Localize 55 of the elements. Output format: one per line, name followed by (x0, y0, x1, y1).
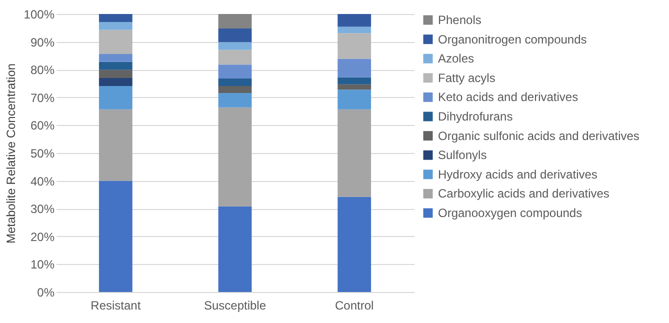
y-tick-label: 60% (30, 118, 55, 133)
y-tick-label: 90% (30, 35, 55, 50)
bar (98, 86, 132, 110)
y-tick-label: 50% (30, 146, 55, 160)
bar (218, 64, 252, 78)
bar (218, 206, 252, 292)
bar (218, 78, 252, 86)
legend-label: Carboxylic acids and derivatives (438, 186, 610, 201)
y-axis-title: Metabolite Relative Concentration (4, 63, 18, 244)
bar (218, 42, 252, 50)
bar (98, 30, 132, 54)
x-tick-label: Control (334, 298, 374, 312)
bar (98, 62, 132, 70)
y-tick-label: 40% (30, 174, 55, 188)
bar (218, 50, 252, 65)
y-tick-label: 20% (30, 230, 55, 244)
bar (218, 107, 252, 206)
bar (338, 109, 372, 197)
legend-label: Sulfonyls (438, 148, 487, 162)
bar (338, 58, 372, 78)
bar (338, 26, 372, 34)
bar (338, 14, 372, 27)
bar (338, 84, 372, 90)
x-tick-label: Susceptible (204, 298, 266, 312)
legend-label: Dihydrofurans (438, 110, 513, 124)
bar (338, 33, 372, 59)
bar (338, 90, 372, 110)
legend-label: Fatty acyls (438, 70, 496, 85)
legend-label: Phenols (438, 13, 482, 27)
bar (98, 14, 132, 22)
x-tick-label: Resistant (90, 298, 142, 312)
legend-label: Azoles (438, 52, 474, 66)
y-tick-label: 0% (37, 286, 55, 300)
y-tick-label: 30% (30, 202, 55, 216)
legend-label: Organic sulfonic acids and derivatives (438, 128, 640, 143)
bar (338, 196, 372, 292)
bar (98, 109, 132, 181)
legend-label: Hydroxy acids and derivatives (438, 167, 598, 182)
bar (98, 78, 132, 86)
legend-label: Organonitrogen compounds (438, 32, 587, 46)
bar (218, 86, 252, 93)
bar (98, 180, 132, 292)
bar (338, 77, 372, 84)
legend-label: Keto acids and derivatives (438, 90, 578, 104)
y-tick-label: 10% (30, 258, 55, 272)
y-tick-label: 80% (30, 63, 55, 78)
bar (218, 28, 252, 42)
y-tick-label: 70% (30, 90, 55, 105)
bar (218, 92, 252, 108)
y-tick-label: 100% (24, 8, 55, 22)
bar (98, 22, 132, 30)
bar (218, 14, 252, 28)
legend-label: Organooxygen compounds (438, 206, 582, 220)
bar (98, 54, 132, 62)
bar (98, 70, 132, 78)
